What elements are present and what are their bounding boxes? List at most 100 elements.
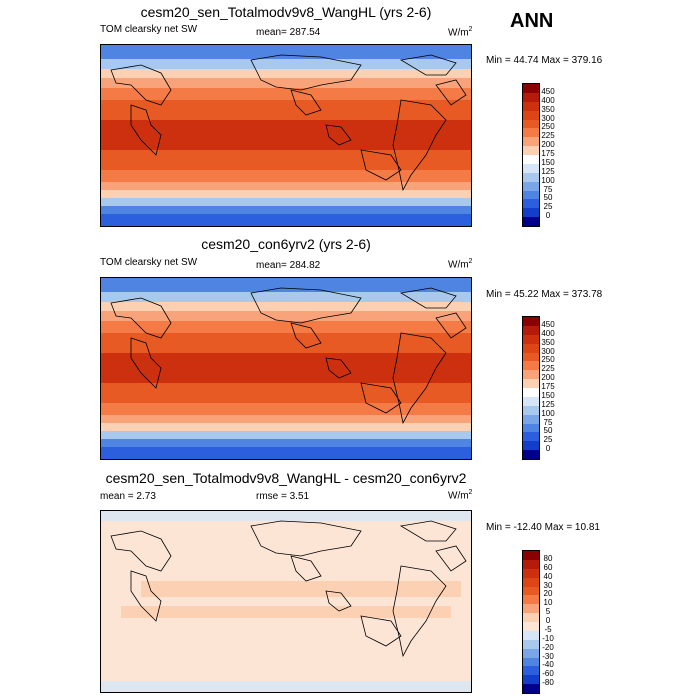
colorbar-tick-label: -30 xyxy=(542,651,554,661)
colorbar-tick-label: 300 xyxy=(541,346,555,356)
panel-2-map xyxy=(100,277,472,460)
colorbar-segment xyxy=(523,199,539,209)
colorbar-segment xyxy=(523,352,539,362)
colorbar-segment xyxy=(523,559,539,569)
colorbar-tick-label: 60 xyxy=(543,562,553,572)
colorbar-segment xyxy=(523,441,539,451)
colorbar-tick-label: 125 xyxy=(541,166,555,176)
colorbar-segment xyxy=(523,675,539,685)
colorbar-segment xyxy=(523,450,539,459)
colorbar-tick-label: 25 xyxy=(543,435,553,445)
colorbar-tick-label: 400 xyxy=(541,95,555,105)
colorbar-tick-label: 450 xyxy=(541,86,555,96)
colorbar-segment xyxy=(523,361,539,371)
colorbar-tick-label: 0 xyxy=(545,444,551,454)
colorbar-segment xyxy=(523,648,539,658)
colorbar-tick-label: 5 xyxy=(545,607,551,617)
colorbar-segment xyxy=(523,208,539,218)
colorbar-segment xyxy=(523,110,539,120)
colorbar-tick-label: 0 xyxy=(545,616,551,625)
colorbar-tick-label: -5 xyxy=(544,624,552,634)
colorbar-segment xyxy=(523,595,539,605)
panel-3-title: cesm20_sen_Totalmodv9v8_WangHL - cesm20_… xyxy=(105,470,467,486)
colorbar-segment xyxy=(523,622,539,631)
panel-3-minmax: Min = -12.40 Max = 10.81 xyxy=(486,522,600,533)
colorbar-tick-label: 50 xyxy=(543,426,553,436)
colorbar-tick-label: 200 xyxy=(541,373,555,383)
colorbar-tick-label: -60 xyxy=(542,669,554,679)
panel-1-map xyxy=(100,44,472,227)
colorbar-segment xyxy=(523,370,539,380)
panel-3-colorbar xyxy=(522,550,540,694)
panel-2-colorbar xyxy=(522,316,540,460)
colorbar-segment xyxy=(523,568,539,578)
colorbar-segment xyxy=(523,666,539,676)
colorbar-segment xyxy=(523,432,539,442)
colorbar-tick-label: -10 xyxy=(542,633,554,643)
colorbar-tick-label: 40 xyxy=(543,571,553,581)
colorbar-tick-label: 100 xyxy=(541,175,555,185)
panel-2-title: cesm20_con6yrv2 (yrs 2-6) xyxy=(201,236,371,252)
colorbar-tick-label: 175 xyxy=(541,149,555,158)
colorbar-segment xyxy=(523,119,539,129)
colorbar-segment xyxy=(523,414,539,424)
colorbar-tick-label: 75 xyxy=(543,184,553,194)
colorbar-tick-label: 400 xyxy=(541,328,555,338)
colorbar-tick-label: 250 xyxy=(541,355,555,365)
colorbar-tick-label: 250 xyxy=(541,122,555,132)
panel-1-mean: mean= 287.54 xyxy=(256,27,321,38)
colorbar-segment xyxy=(523,639,539,649)
colorbar-segment xyxy=(523,181,539,191)
panel-3-units: W/m2 xyxy=(448,489,473,502)
colorbar-tick-label: 225 xyxy=(541,131,555,141)
colorbar-tick-label: 450 xyxy=(541,319,555,329)
colorbar-segment xyxy=(523,101,539,111)
colorbar-segment xyxy=(523,172,539,182)
panel-3-rmse: rmse = 3.51 xyxy=(256,491,310,502)
colorbar-segment xyxy=(523,334,539,344)
colorbar-tick-label: 25 xyxy=(543,202,553,212)
colorbar-segment xyxy=(523,217,539,226)
colorbar-tick-label: 80 xyxy=(543,553,553,563)
colorbar-tick-label: 50 xyxy=(543,193,553,203)
colorbar-tick-label: -40 xyxy=(542,660,554,670)
colorbar-tick-label: 125 xyxy=(541,399,555,409)
panel-2-units: W/m2 xyxy=(448,258,473,271)
colorbar-segment xyxy=(523,613,539,622)
colorbar-segment xyxy=(523,577,539,587)
colorbar-tick-label: -80 xyxy=(542,678,554,688)
colorbar-tick-label: 150 xyxy=(541,390,555,400)
colorbar-tick-label: 30 xyxy=(543,580,553,590)
colorbar-tick-label: 100 xyxy=(541,408,555,418)
colorbar-segment xyxy=(523,155,539,164)
colorbar-tick-label: 0 xyxy=(545,211,551,221)
colorbar-segment xyxy=(523,379,539,388)
colorbar-segment xyxy=(523,146,539,155)
colorbar-segment xyxy=(523,128,539,138)
panel-1-minmax: Min = 44.74 Max = 379.16 xyxy=(486,55,603,66)
panel-1-colorbar xyxy=(522,83,540,227)
panel-2-minmax: Min = 45.22 Max = 373.78 xyxy=(486,289,603,300)
colorbar-segment xyxy=(523,604,539,614)
colorbar-segment xyxy=(523,92,539,102)
colorbar-tick-label: 225 xyxy=(541,364,555,374)
season-label: ANN xyxy=(510,10,554,32)
colorbar-segment xyxy=(523,388,539,397)
colorbar-segment xyxy=(523,317,539,326)
colorbar-segment xyxy=(523,190,539,200)
panel-1-left-label: TOM clearsky net SW xyxy=(100,24,198,35)
colorbar-segment xyxy=(523,684,539,693)
colorbar-segment xyxy=(523,163,539,173)
colorbar-segment xyxy=(523,657,539,667)
colorbar-tick-label: 75 xyxy=(543,417,553,427)
colorbar-tick-label: 175 xyxy=(541,382,555,391)
panel-3-mean: mean = 2.73 xyxy=(100,491,156,502)
panel-2-left-label: TOM clearsky net SW xyxy=(100,257,198,268)
colorbar-segment xyxy=(523,343,539,353)
colorbar-tick-label: 350 xyxy=(541,104,555,114)
panel-3-map xyxy=(100,510,472,693)
colorbar-tick-label: 10 xyxy=(543,598,553,608)
colorbar-tick-label: 150 xyxy=(541,157,555,167)
colorbar-tick-label: 20 xyxy=(543,589,553,599)
colorbar-tick-label: 300 xyxy=(541,113,555,123)
